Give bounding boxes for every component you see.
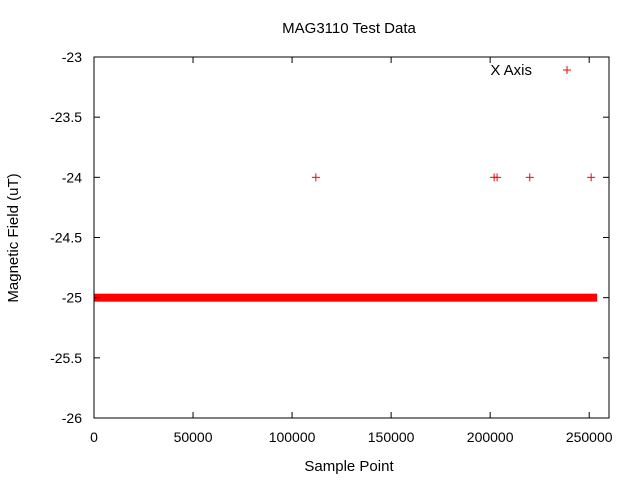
ticks-layer: 0 50000 100000 150000 200000 250000 -26 -25.5 -2… [50, 49, 613, 445]
x-tick-label: 200000 [467, 429, 514, 445]
data-point [525, 173, 534, 182]
x-tick-label: 250000 [566, 429, 613, 445]
data-point [311, 173, 320, 182]
data-point [587, 173, 596, 182]
x-tick-label: 50000 [174, 429, 213, 445]
legend-label: X Axis [490, 62, 532, 79]
data-layer [94, 173, 598, 302]
y-axis-label: Magnetic Field (uT) [5, 173, 22, 302]
y-tick-label: -24 [62, 169, 82, 185]
legend-marker-plus [563, 66, 571, 74]
y-tick-label: -25.5 [50, 350, 82, 366]
data-point [493, 173, 502, 182]
x-tick-label: 150000 [368, 429, 415, 445]
x-axis-label: Sample Point [304, 458, 394, 475]
y-tick-label: -25 [62, 290, 82, 306]
legend: X Axis [490, 62, 571, 79]
x-tick-label: 100000 [269, 429, 316, 445]
chart-title: MAG3110 Test Data [282, 20, 416, 37]
x-tick-label: 0 [90, 429, 98, 445]
y-tick-label: -24.5 [50, 230, 82, 246]
y-tick-label: -23.5 [50, 109, 82, 125]
y-tick-label: -23 [62, 49, 82, 65]
y-tick-label: -26 [62, 410, 82, 426]
data-run-band [94, 293, 598, 302]
legend-marker [563, 66, 571, 74]
